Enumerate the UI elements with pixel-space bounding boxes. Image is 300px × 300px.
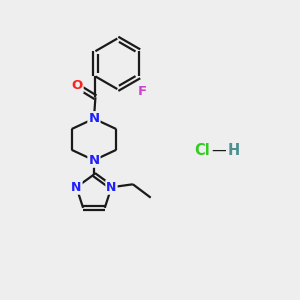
- Text: H: H: [228, 142, 240, 158]
- Text: N: N: [88, 112, 100, 125]
- Text: N: N: [71, 181, 82, 194]
- Text: N: N: [88, 154, 100, 167]
- Text: Cl: Cl: [194, 142, 210, 158]
- Text: F: F: [138, 85, 147, 98]
- Text: O: O: [71, 80, 82, 92]
- Text: —: —: [211, 142, 226, 158]
- Text: N: N: [106, 181, 117, 194]
